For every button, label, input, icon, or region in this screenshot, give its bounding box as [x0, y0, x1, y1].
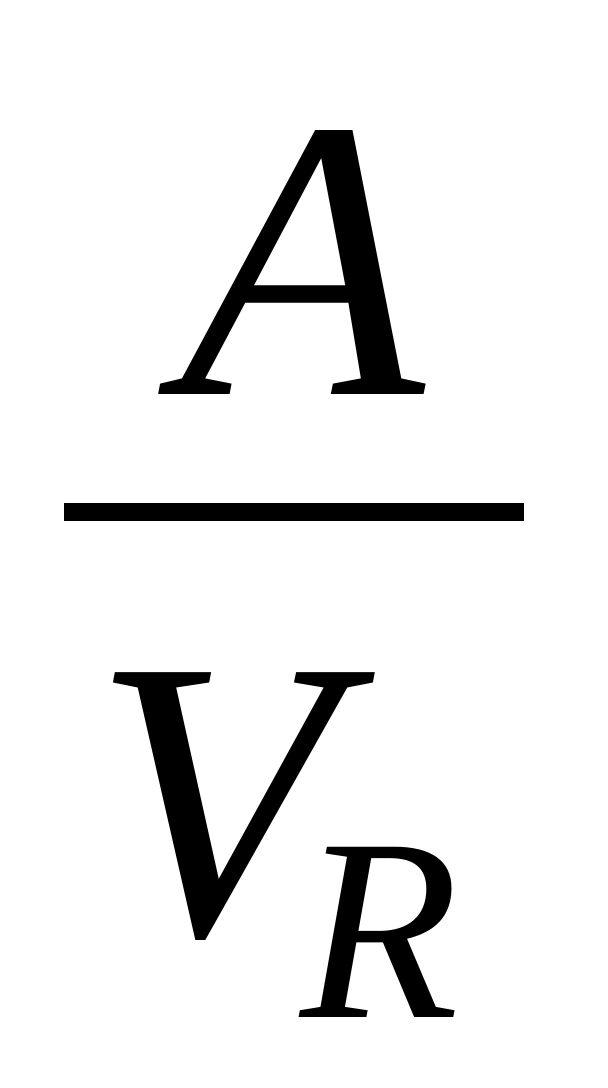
denominator-subscript: R: [300, 786, 459, 1074]
fraction-denominator: V: [92, 578, 337, 1021]
fraction-numerator: A: [180, 38, 425, 481]
fraction-bar: [64, 503, 524, 521]
